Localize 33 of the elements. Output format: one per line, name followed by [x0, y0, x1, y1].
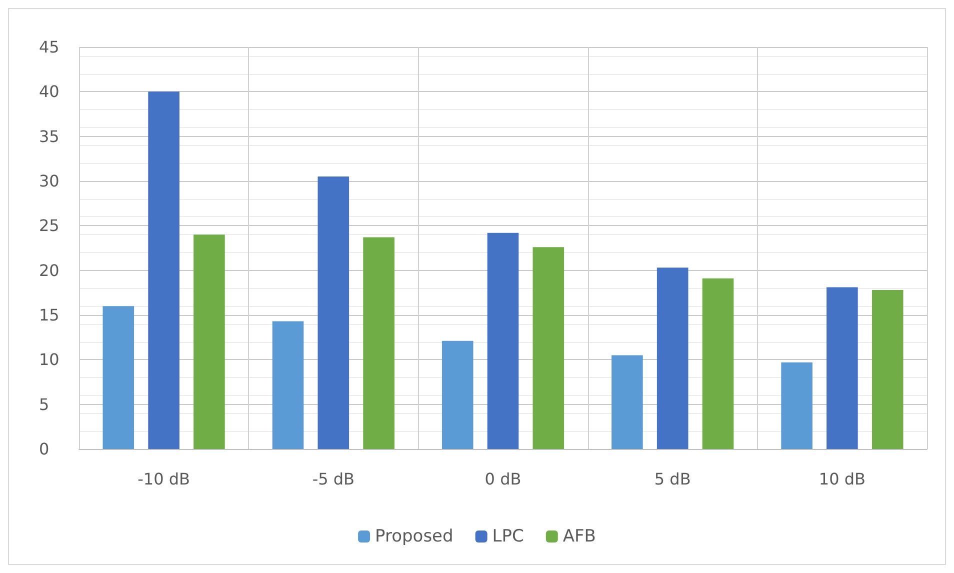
y-tick-label: 20: [39, 260, 60, 280]
bar: [656, 268, 688, 449]
bar: [532, 247, 564, 449]
x-tick-label: -10 dB: [138, 470, 190, 488]
legend-label: AFB: [562, 526, 596, 546]
bar: [487, 232, 519, 449]
bar: [102, 306, 134, 449]
x-tick-label: 5 dB: [654, 470, 691, 488]
bar: [272, 321, 304, 449]
legend-label: Proposed: [375, 526, 454, 546]
bar: [872, 290, 904, 449]
bar: [363, 237, 394, 449]
y-tick-label: 40: [39, 82, 60, 102]
bar: [781, 362, 812, 449]
y-tick-label: 25: [39, 216, 60, 236]
bar: [702, 278, 734, 449]
x-tick-label: 10 dB: [818, 470, 866, 488]
y-tick-label: 30: [39, 172, 60, 190]
legend-label: LPC: [492, 526, 524, 546]
x-tick-label: 0 dB: [484, 470, 522, 488]
bar: [826, 287, 858, 449]
bar: [612, 355, 643, 449]
y-tick-label: 15: [39, 306, 60, 324]
bar: [442, 340, 474, 449]
bar: [194, 234, 225, 449]
y-tick-label: 35: [39, 126, 60, 146]
y-tick-label: 0: [39, 440, 50, 458]
bar: [318, 176, 350, 449]
x-tick-label: -5 dB: [312, 470, 354, 488]
y-tick-label: 10: [39, 350, 60, 370]
bar: [148, 92, 180, 449]
y-tick-label: 5: [39, 394, 50, 414]
y-tick-label: 45: [39, 38, 60, 56]
